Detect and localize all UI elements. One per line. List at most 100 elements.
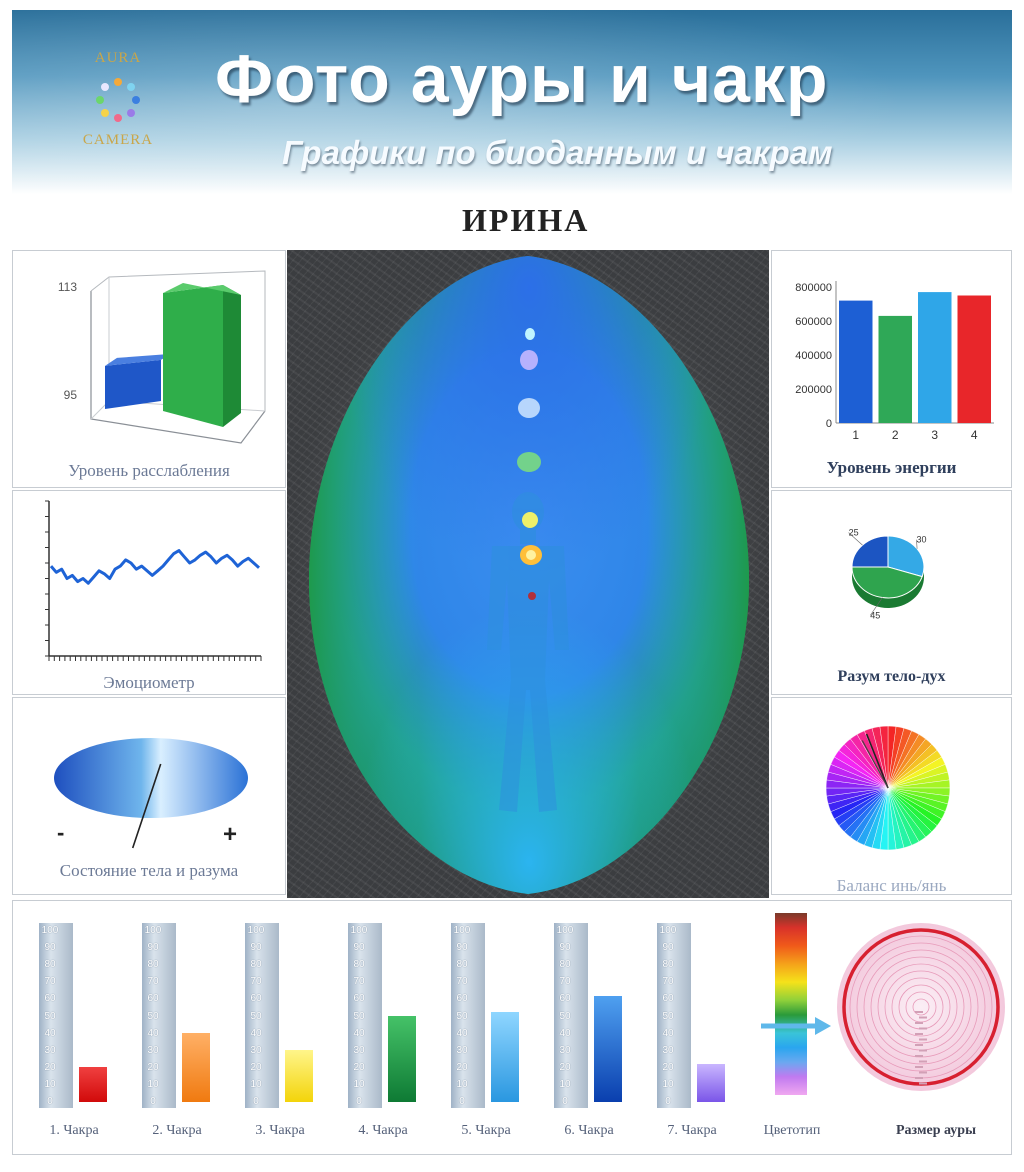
chakra-scale-tick: 50 xyxy=(353,1010,365,1022)
chakra-scale-tick: 20 xyxy=(147,1061,159,1073)
chakra-scale-tick: 60 xyxy=(44,993,56,1005)
chakra-scale-tick: 40 xyxy=(147,1027,159,1039)
chakra-scale-tick: 60 xyxy=(353,993,365,1005)
pie-label: 45 xyxy=(870,611,880,621)
chakra-points xyxy=(517,328,542,600)
chakra-scale-tick: 60 xyxy=(147,993,159,1005)
chakra-bar xyxy=(697,1063,725,1102)
chakra-scale-tick: 40 xyxy=(44,1027,56,1039)
person-name: ИРИНА xyxy=(462,202,590,238)
chakra-scale-tick: 20 xyxy=(559,1061,571,1073)
chakra-scale: 100 90 80 70 60 50 40 30 20 10 0 xyxy=(246,923,266,1108)
chakra-scale-tick: 70 xyxy=(662,976,674,988)
pie-slice xyxy=(851,566,923,599)
aura-size-label: Размер ауры xyxy=(895,1123,977,1138)
chakra-scale-tick: 100 xyxy=(144,925,162,936)
chakra-scale-tube xyxy=(39,923,73,1108)
chakra-scale-tick: 100 xyxy=(350,925,368,936)
chakra-scale-tick: 50 xyxy=(44,1010,56,1022)
energy-xtick: 4 xyxy=(971,428,978,442)
relaxation-bar-1 xyxy=(105,353,171,409)
header-banner xyxy=(12,10,1012,246)
energy-bar xyxy=(839,300,873,423)
yin-yang-needle xyxy=(865,733,889,789)
chakra-scale-tube xyxy=(451,923,485,1108)
chakra-scale-tick: 80 xyxy=(147,959,159,971)
energy-xtick: 1 xyxy=(852,428,859,442)
pie-slice xyxy=(851,535,889,568)
chakra-scale-tick: 50 xyxy=(662,1010,674,1022)
chakra-scale-tick: 20 xyxy=(456,1061,468,1073)
chakra-scale-tick: 0 xyxy=(665,1096,671,1107)
emotiometer-chart xyxy=(45,500,262,661)
chakra-strip: 100 90 80 70 60 50 40 30 20 10 0 1. Чакра 100 90 80 70 6… xyxy=(12,900,1012,1155)
chakra-scale-tick: 20 xyxy=(250,1061,262,1073)
chakra-scale-tick: 80 xyxy=(353,959,365,971)
energy-caption: Уровень энергии xyxy=(826,458,957,477)
chakra-bar xyxy=(388,1015,416,1102)
state-needle xyxy=(131,763,162,849)
energy-ytick: 0 xyxy=(826,418,832,430)
chakra-scale-tick: 40 xyxy=(353,1027,365,1039)
chakra-scale-tick: 50 xyxy=(250,1010,262,1022)
energy-ytick: 600000 xyxy=(795,316,832,328)
chakra-label: 7. Чакра xyxy=(667,1123,717,1138)
chakra-scale-tick: 70 xyxy=(44,976,56,988)
chakra-scale-tick: 50 xyxy=(559,1010,571,1022)
yin-yang-caption: Баланс инь/янь xyxy=(836,876,947,895)
chakra-scale-tick: 10 xyxy=(353,1078,365,1090)
chakra-scale-tick: 30 xyxy=(44,1044,56,1056)
relaxation-tick-top: 113 xyxy=(58,280,77,294)
color-type-label: Цветотип xyxy=(763,1123,821,1138)
chakra-scale-tick: 100 xyxy=(556,925,574,936)
color-type-bar xyxy=(775,913,807,1095)
chakra-scale: 100 90 80 70 60 50 40 30 20 10 0 xyxy=(555,923,575,1108)
energy-ytick: 200000 xyxy=(795,384,832,396)
chakra-scale-tick: 0 xyxy=(459,1096,465,1107)
chakra-label: 6. Чакра xyxy=(564,1123,614,1138)
chakra-bar xyxy=(491,1012,519,1102)
mind-body-spirit-chart: 25 30 45 xyxy=(848,528,927,621)
chakra-scale-tick: 70 xyxy=(353,976,365,988)
yin-yang-wheel xyxy=(825,725,951,851)
color-type-arrow-icon xyxy=(761,1017,831,1035)
chakra-scale-tick: 20 xyxy=(44,1061,56,1073)
energy-bar xyxy=(957,295,991,423)
chakra-scale: 100 90 80 70 60 50 40 30 20 10 0 xyxy=(40,923,60,1108)
aura-photo xyxy=(287,250,769,898)
chakra-scale-tick: 10 xyxy=(662,1078,674,1090)
chakra-scale-tick: 30 xyxy=(250,1044,262,1056)
relaxation-tick-bottom: 95 xyxy=(64,388,78,402)
chakra-scale-tick: 0 xyxy=(150,1096,156,1107)
chakra-scale-tick: 70 xyxy=(250,976,262,988)
chakra-scale-tick: 100 xyxy=(41,925,59,936)
chakra-scale-tick: 40 xyxy=(456,1027,468,1039)
relaxation-caption: Уровень расслабления xyxy=(68,461,230,480)
chakra-bar xyxy=(79,1067,107,1102)
chakra-scale-tick: 30 xyxy=(147,1044,159,1056)
chakra-scale: 100 90 80 70 60 50 40 30 20 10 0 xyxy=(349,923,369,1108)
chakra-scale-tick: 70 xyxy=(456,976,468,988)
chakra-scale-tick: 50 xyxy=(456,1010,468,1022)
emotiometer-panel: Эмоциометр xyxy=(12,490,286,695)
chakra-scale-tick: 70 xyxy=(147,976,159,988)
chakra-scale-tick: 20 xyxy=(353,1061,365,1073)
energy-bar xyxy=(878,315,912,423)
chakra-scale-tick: 60 xyxy=(559,993,571,1005)
chakra-scale-tick: 80 xyxy=(559,959,571,971)
chakra-scale-tube xyxy=(142,923,176,1108)
chakra-scale-tick: 10 xyxy=(559,1078,571,1090)
chakra-scale-tick: 30 xyxy=(662,1044,674,1056)
chakra-scale-tick: 30 xyxy=(353,1044,365,1056)
chakra-scale-tick: 80 xyxy=(250,959,262,971)
energy-xtick: 3 xyxy=(931,428,938,442)
chakra-scale-tick: 60 xyxy=(250,993,262,1005)
chakra-bar xyxy=(285,1050,313,1102)
pie-label: 25 xyxy=(849,528,859,538)
chakra-scale-tick: 80 xyxy=(456,959,468,971)
logo-top-text: AURA xyxy=(94,50,142,66)
relaxation-chart: 113 95 xyxy=(58,270,266,444)
aura-image xyxy=(309,256,749,894)
chakra-scale-tick: 0 xyxy=(356,1096,362,1107)
mind-body-spirit-caption: Разум тело-дух xyxy=(837,668,946,685)
